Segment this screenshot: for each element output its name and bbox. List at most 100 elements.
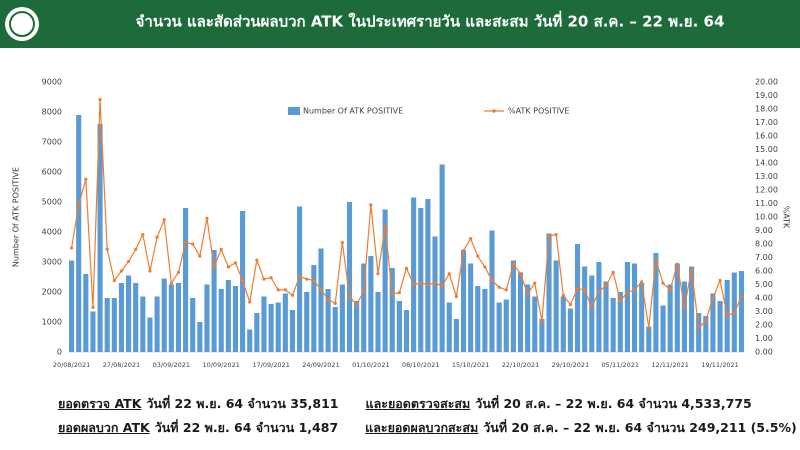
line-point: [198, 254, 202, 258]
y2-tick-label: 20.00: [755, 78, 778, 87]
line-point: [376, 272, 380, 276]
line-point: [497, 285, 501, 289]
bar: [225, 280, 231, 352]
bar: [275, 302, 281, 352]
bar: [482, 289, 488, 352]
line-point: [305, 277, 309, 281]
line-point: [461, 249, 466, 253]
bar: [660, 305, 666, 352]
line-point: [404, 266, 409, 270]
line-point: [205, 216, 209, 220]
bar: [418, 208, 424, 352]
bar: [517, 272, 524, 352]
y2-tick-label: 9.00: [755, 226, 773, 235]
line-point: [397, 291, 401, 295]
bar: [567, 308, 573, 352]
line-point: [347, 295, 352, 299]
line-point: [255, 258, 259, 262]
line-point: [476, 254, 480, 258]
bar: [368, 256, 374, 352]
bar: [183, 208, 189, 352]
x-tick-label: 22/10/2021: [502, 361, 539, 369]
bar: [425, 199, 431, 352]
bar: [574, 244, 581, 352]
summary-text: วันที่ 22 พ.ย. 64 จำนวน 1,487: [154, 420, 339, 435]
bar: [268, 304, 274, 352]
line-point: [412, 282, 416, 287]
bar: [254, 313, 260, 352]
line-point: [141, 232, 145, 237]
x-tick-label: 17/09/2021: [252, 361, 289, 369]
y-tick-label: 3000: [42, 258, 62, 267]
x-tick-label: 24/09/2021: [302, 361, 339, 369]
line-point: [276, 288, 280, 292]
summary-label: และยอดผลบวกสะสม: [365, 420, 479, 435]
line-point: [191, 242, 195, 246]
bar: [68, 260, 75, 352]
line-point: [568, 303, 573, 307]
line-point: [419, 281, 423, 285]
bar: [582, 266, 588, 352]
line-point: [319, 288, 323, 292]
y-tick-label: 1000: [42, 318, 62, 327]
line-point: [654, 258, 658, 262]
bar: [218, 289, 224, 352]
line-point: [718, 278, 722, 283]
line-point: [618, 299, 622, 303]
bar: [681, 281, 687, 352]
bar: [631, 263, 638, 352]
bar: [667, 284, 673, 352]
bar: [453, 319, 459, 352]
y-tick-label: 7000: [42, 138, 62, 147]
legend-swatch: [288, 107, 300, 115]
bar: [282, 293, 288, 352]
bar: [304, 292, 310, 352]
line-point: [390, 292, 394, 296]
y2-tick-label: 16.00: [755, 132, 778, 141]
line-point: [155, 235, 159, 239]
y2-tick-label: 7.00: [755, 253, 773, 262]
legend-marker: [492, 109, 496, 113]
y2-tick-label: 17.00: [755, 118, 778, 127]
bar: [76, 115, 82, 352]
line-point: [526, 292, 530, 296]
y2-tick-label: 18.00: [755, 105, 778, 114]
line-point: [283, 288, 287, 292]
bar: [161, 278, 167, 352]
legend-label: Number Of ATK POSITIVE: [303, 107, 403, 116]
bar: [553, 260, 559, 352]
y2-tick-label: 13.00: [755, 172, 778, 181]
bar: [617, 292, 623, 352]
bar: [211, 250, 217, 352]
x-tick-label: 01/10/2021: [352, 361, 389, 369]
bar: [432, 236, 438, 352]
line-point: [597, 289, 601, 293]
bar: [140, 296, 146, 352]
line-point: [732, 311, 736, 315]
line-point: [611, 270, 615, 274]
bar: [468, 263, 474, 352]
bar: [190, 298, 196, 352]
x-tick-label: 05/11/2021: [602, 361, 639, 369]
line-point: [518, 272, 523, 276]
line-point: [369, 203, 373, 207]
bar: [133, 283, 139, 352]
bar: [696, 313, 702, 352]
line-point: [704, 319, 708, 323]
line-point: [682, 305, 687, 310]
y2-tick-label: 0.00: [755, 348, 773, 357]
line-point: [632, 288, 637, 292]
line-point: [326, 297, 330, 301]
bar: [104, 298, 110, 352]
line-point: [725, 313, 729, 318]
bar: [175, 283, 182, 352]
line-point: [98, 97, 102, 102]
line-point: [490, 278, 494, 283]
bar: [639, 283, 645, 352]
line-point: [469, 237, 473, 241]
line-point: [625, 291, 630, 295]
y2-tick-label: 14.00: [755, 159, 778, 168]
line-point: [711, 296, 715, 300]
bar: [610, 298, 616, 352]
line-point: [661, 281, 665, 285]
